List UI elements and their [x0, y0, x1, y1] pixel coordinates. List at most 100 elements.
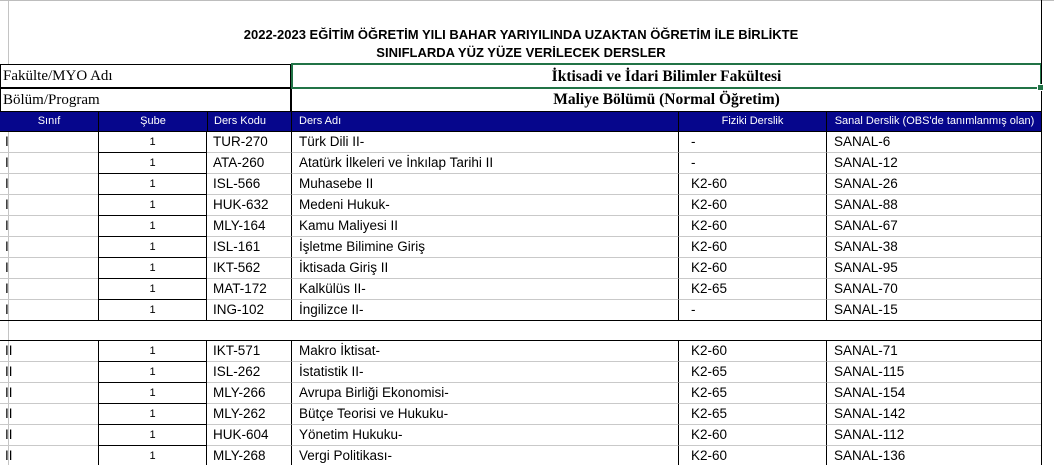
cell-sube[interactable]: 1	[98, 446, 207, 465]
cell-fiziki-derslik[interactable]: K2-65	[678, 383, 826, 404]
cell-sanal-derslik[interactable]: SANAL-136	[826, 446, 1042, 465]
cell-ders-kodu[interactable]: IKT-562	[207, 258, 291, 279]
cell-ders-adi[interactable]: Kalkülüs II-	[291, 279, 678, 300]
cell-sinif[interactable]: I	[0, 300, 98, 321]
cell-sinif[interactable]: I	[0, 174, 98, 195]
cell-ders-adi[interactable]: Vergi Politikası-	[291, 446, 678, 465]
cell-sanal-derslik[interactable]: SANAL-112	[826, 425, 1042, 446]
cell-ders-adi[interactable]: Türk Dili II-	[291, 132, 678, 153]
header-fiziki-derslik[interactable]: Fiziki Derslik	[678, 112, 826, 131]
cell-sanal-derslik[interactable]: SANAL-88	[826, 195, 1042, 216]
header-sube[interactable]: Şube	[98, 112, 207, 131]
selection-fill-handle[interactable]	[1037, 84, 1044, 91]
cell-sube[interactable]: 1	[98, 132, 207, 153]
header-sanal-derslik[interactable]: Sanal Derslik (OBS'de tanımlanmış olan)	[826, 112, 1042, 131]
cell-sanal-derslik[interactable]: SANAL-26	[826, 174, 1042, 195]
cell-fiziki-derslik[interactable]: K2-65	[678, 404, 826, 425]
cell-sinif[interactable]: I	[0, 237, 98, 258]
cell-ders-adi[interactable]: Medeni Hukuk-	[291, 195, 678, 216]
cell-sube[interactable]: 1	[98, 362, 207, 383]
cell-sanal-derslik[interactable]: SANAL-71	[826, 341, 1042, 362]
cell-fiziki-derslik[interactable]: K2-60	[678, 425, 826, 446]
cell-fiziki-derslik[interactable]: -	[678, 153, 826, 174]
cell-ders-kodu[interactable]: ISL-566	[207, 174, 291, 195]
cell-ders-adi[interactable]: İşletme Bilimine Giriş	[291, 237, 678, 258]
cell-sinif[interactable]: I	[0, 258, 98, 279]
cell-ders-adi[interactable]: Kamu Maliyesi II	[291, 216, 678, 237]
cell-ders-adi[interactable]: Yönetim Hukuku-	[291, 425, 678, 446]
cell-ders-kodu[interactable]: HUK-604	[207, 425, 291, 446]
cell-sube[interactable]: 1	[98, 258, 207, 279]
cell-sube[interactable]: 1	[98, 279, 207, 300]
cell-ders-adi[interactable]: İstatistik II-	[291, 362, 678, 383]
cell-ders-adi[interactable]: İktisada Giriş II	[291, 258, 678, 279]
cell-ders-adi[interactable]: Atatürk İlkeleri ve İnkılap Tarihi II	[291, 153, 678, 174]
cell-ders-kodu[interactable]: MLY-268	[207, 446, 291, 465]
header-ders-kodu[interactable]: Ders Kodu	[207, 112, 291, 131]
cell-sanal-derslik[interactable]: SANAL-38	[826, 237, 1042, 258]
cell-sinif[interactable]: II	[0, 404, 98, 425]
cell-ders-kodu[interactable]: IKT-571	[207, 341, 291, 362]
cell-sanal-derslik[interactable]: SANAL-142	[826, 404, 1042, 425]
cell-sube[interactable]: 1	[98, 174, 207, 195]
cell-ders-adi[interactable]: Makro İktisat-	[291, 341, 678, 362]
cell-sube[interactable]: 1	[98, 425, 207, 446]
header-sinif[interactable]: Sınıf	[37, 115, 61, 127]
cell-sube[interactable]: 1	[98, 300, 207, 321]
cell-ders-kodu[interactable]: TUR-270	[207, 132, 291, 153]
cell-sanal-derslik[interactable]: SANAL-154	[826, 383, 1042, 404]
cell-ders-adi[interactable]: Muhasebe II	[291, 174, 678, 195]
cell-sube[interactable]: 1	[98, 153, 207, 174]
cell-sinif[interactable]: I	[0, 216, 98, 237]
cell-ders-adi[interactable]: İngilizce II-	[291, 300, 678, 321]
cell-ders-adi[interactable]: Bütçe Teorisi ve Hukuku-	[291, 404, 678, 425]
cell-fiziki-derslik[interactable]: K2-65	[678, 279, 826, 300]
cell-ders-kodu[interactable]: ISL-262	[207, 362, 291, 383]
cell-sanal-derslik[interactable]: SANAL-115	[826, 362, 1042, 383]
cell-fiziki-derslik[interactable]: K2-60	[678, 258, 826, 279]
cell-fiziki-derslik[interactable]: K2-60	[678, 174, 826, 195]
cell-sinif[interactable]: II	[0, 425, 98, 446]
cell-sanal-derslik[interactable]: SANAL-95	[826, 258, 1042, 279]
cell-sinif[interactable]: I	[0, 195, 98, 216]
cell-fiziki-derslik[interactable]: K2-65	[678, 362, 826, 383]
cell-ders-kodu[interactable]: MLY-164	[207, 216, 291, 237]
cell-fiziki-derslik[interactable]: -	[678, 300, 826, 321]
program-label-cell[interactable]: Bölüm/Program	[0, 88, 291, 112]
header-ders-adi[interactable]: Ders Adı	[291, 112, 678, 131]
program-value-cell[interactable]: Maliye Bölümü (Normal Öğretim)	[291, 88, 1042, 112]
cell-ders-kodu[interactable]: ING-102	[207, 300, 291, 321]
cell-sube[interactable]: 1	[98, 237, 207, 258]
cell-sube[interactable]: 1	[98, 341, 207, 362]
cell-sube[interactable]: 1	[98, 216, 207, 237]
faculty-value-cell-selected[interactable]: İktisadi ve İdari Bilimler Fakültesi	[291, 63, 1042, 89]
cell-fiziki-derslik[interactable]: K2-60	[678, 341, 826, 362]
cell-ders-kodu[interactable]: ISL-161	[207, 237, 291, 258]
cell-ders-adi[interactable]: Avrupa Birliği Ekonomisi-	[291, 383, 678, 404]
cell-ders-kodu[interactable]: MAT-172	[207, 279, 291, 300]
cell-ders-kodu[interactable]: HUK-632	[207, 195, 291, 216]
report-title-cell[interactable]: 2022-2023 EĞİTİM ÖĞRETİM YILI BAHAR YARI…	[0, 0, 1042, 64]
cell-fiziki-derslik[interactable]: K2-60	[678, 446, 826, 465]
cell-ders-kodu[interactable]: ATA-260	[207, 153, 291, 174]
faculty-label-cell[interactable]: Fakülte/MYO Adı	[0, 64, 291, 88]
cell-ders-kodu[interactable]: MLY-262	[207, 404, 291, 425]
cell-fiziki-derslik[interactable]: -	[678, 132, 826, 153]
cell-sinif[interactable]: II	[0, 362, 98, 383]
cell-sanal-derslik[interactable]: SANAL-15	[826, 300, 1042, 321]
cell-sinif[interactable]: II	[0, 446, 98, 465]
cell-sinif[interactable]: I	[0, 132, 98, 153]
cell-sinif[interactable]: I	[0, 153, 98, 174]
cell-sinif[interactable]: II	[0, 341, 98, 362]
cell-fiziki-derslik[interactable]: K2-60	[678, 237, 826, 258]
cell-sube[interactable]: 1	[98, 383, 207, 404]
cell-sanal-derslik[interactable]: SANAL-12	[826, 153, 1042, 174]
cell-sube[interactable]: 1	[98, 195, 207, 216]
cell-fiziki-derslik[interactable]: K2-60	[678, 195, 826, 216]
cell-sube[interactable]: 1	[98, 404, 207, 425]
cell-sanal-derslik[interactable]: SANAL-6	[826, 132, 1042, 153]
cell-sinif[interactable]: I	[0, 279, 98, 300]
cell-sanal-derslik[interactable]: SANAL-67	[826, 216, 1042, 237]
cell-sinif[interactable]: II	[0, 383, 98, 404]
cell-sanal-derslik[interactable]: SANAL-70	[826, 279, 1042, 300]
